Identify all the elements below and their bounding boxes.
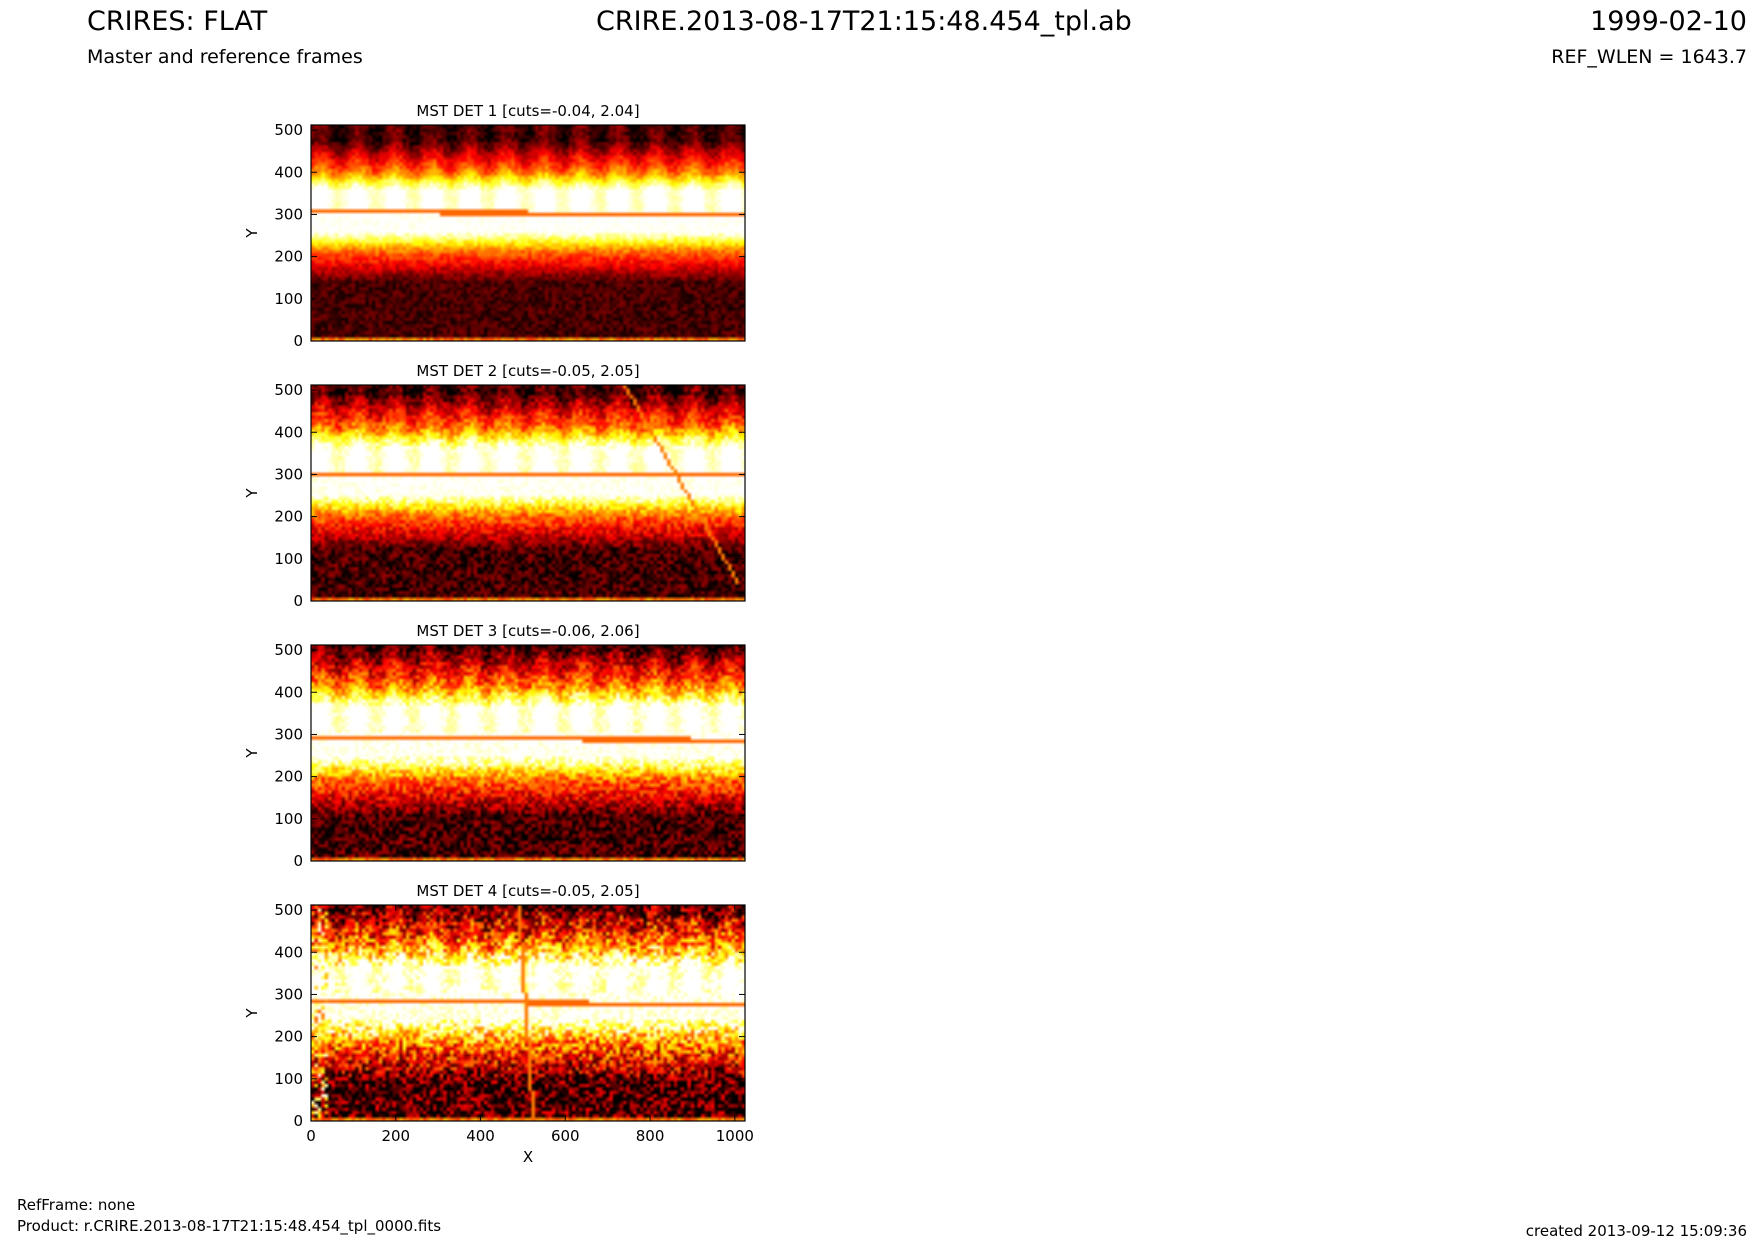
plot-frame bbox=[310, 644, 746, 862]
heatmap-panel-2: MST DET 2 [cuts=-0.05, 2.05] 0 100 200 300 40… bbox=[243, 362, 746, 610]
y-tick-label: 100 bbox=[274, 290, 303, 308]
y-tick-label: 0 bbox=[293, 332, 303, 350]
created-label: created 2013-09-12 15:09:36 bbox=[1525, 1222, 1747, 1240]
product-label: Product: r.CRIRE.2013-08-17T21:15:48.454… bbox=[17, 1217, 442, 1235]
y-tick-label: 300 bbox=[274, 205, 303, 223]
y-axis-label: Y bbox=[243, 228, 261, 239]
y-tick-label: 100 bbox=[274, 550, 303, 568]
x-tick-label: 800 bbox=[636, 1127, 665, 1145]
y-tick-label: 0 bbox=[293, 852, 303, 870]
x-tick-label: 0 bbox=[306, 1127, 316, 1145]
y-tick-label: 200 bbox=[274, 508, 303, 526]
panel-title: MST DET 2 [cuts=-0.05, 2.05] bbox=[416, 362, 639, 380]
x-tick-label: 400 bbox=[466, 1127, 495, 1145]
refframe-label: RefFrame: none bbox=[17, 1196, 136, 1214]
y-tick-label: 300 bbox=[274, 465, 303, 483]
y-tick-label: 100 bbox=[274, 1070, 303, 1088]
y-tick-label: 200 bbox=[274, 248, 303, 266]
heatmap-panel-3: MST DET 3 [cuts=-0.06, 2.06] 0 100 200 300 40… bbox=[243, 622, 746, 870]
y-tick-label: 200 bbox=[274, 768, 303, 786]
y-tick-label: 500 bbox=[274, 121, 303, 139]
x-tick-label: 1000 bbox=[716, 1127, 754, 1145]
heatmap-panel-4: MST DET 4 [cuts=-0.05, 2.05] 0 100 200 300 40… bbox=[243, 882, 754, 1166]
chart-title-date: 1999-02-10 bbox=[1590, 6, 1747, 37]
y-axis-label: Y bbox=[243, 748, 261, 759]
panel-title: MST DET 1 [cuts=-0.04, 2.04] bbox=[416, 102, 639, 120]
heatmap-image bbox=[311, 645, 745, 861]
x-tick-label: 600 bbox=[551, 1127, 580, 1145]
y-tick-label: 300 bbox=[274, 725, 303, 743]
plot-frame bbox=[310, 124, 746, 342]
y-tick-label: 400 bbox=[274, 163, 303, 181]
plot-frame bbox=[310, 904, 746, 1122]
heatmap-image bbox=[311, 385, 745, 601]
y-tick-label: 400 bbox=[274, 683, 303, 701]
y-tick-label: 400 bbox=[274, 943, 303, 961]
chart-title-center: CRIRE.2013-08-17T21:15:48.454_tpl.ab bbox=[596, 6, 1132, 37]
y-tick-label: 200 bbox=[274, 1028, 303, 1046]
y-tick-label: 500 bbox=[274, 641, 303, 659]
y-tick-label: 100 bbox=[274, 810, 303, 828]
panel-title: MST DET 4 [cuts=-0.05, 2.05] bbox=[416, 882, 639, 900]
x-axis-label: X bbox=[523, 1148, 533, 1166]
panel-title: MST DET 3 [cuts=-0.06, 2.06] bbox=[416, 622, 639, 640]
y-tick-label: 500 bbox=[274, 381, 303, 399]
plot-frame bbox=[310, 384, 746, 602]
chart-title-left: CRIRES: FLAT bbox=[87, 6, 268, 37]
heatmap-image bbox=[311, 125, 745, 341]
y-axis-label: Y bbox=[243, 1008, 261, 1019]
heatmap-image bbox=[311, 905, 745, 1121]
y-tick-label: 0 bbox=[293, 1112, 303, 1130]
y-axis-label: Y bbox=[243, 488, 261, 499]
y-tick-label: 0 bbox=[293, 592, 303, 610]
x-tick-label: 200 bbox=[381, 1127, 410, 1145]
chart-subtitle: Master and reference frames bbox=[87, 46, 363, 68]
y-tick-label: 400 bbox=[274, 423, 303, 441]
y-tick-label: 500 bbox=[274, 901, 303, 919]
y-tick-label: 300 bbox=[274, 985, 303, 1003]
heatmap-panel-1: MST DET 1 [cuts=-0.04, 2.04] 0 100 200 300 40… bbox=[243, 102, 746, 350]
ref-wlen-label: REF_WLEN = 1643.7 bbox=[1551, 46, 1747, 68]
